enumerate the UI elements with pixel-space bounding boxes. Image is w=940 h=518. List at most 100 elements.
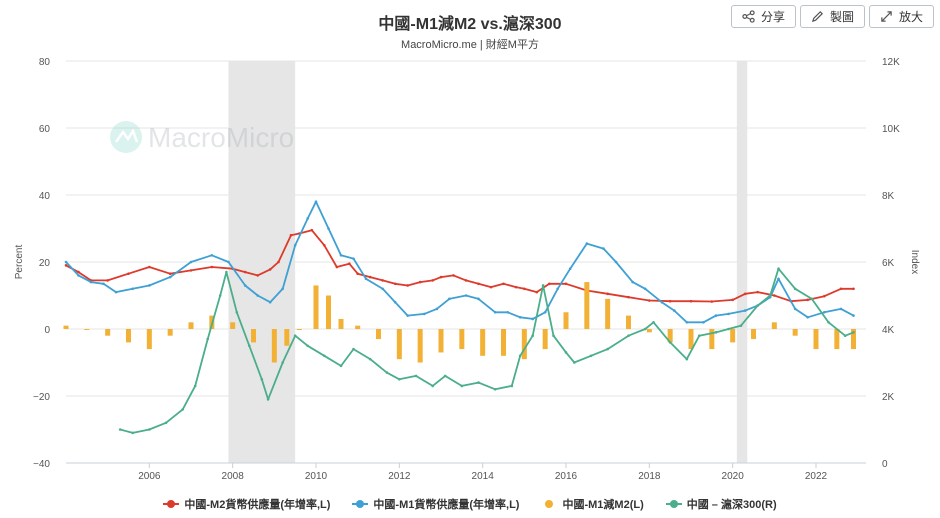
bar-mark <box>605 298 611 329</box>
data-point <box>323 354 326 358</box>
data-point <box>731 298 734 302</box>
data-point <box>493 310 497 314</box>
data-point <box>248 344 251 348</box>
data-point <box>77 274 80 277</box>
watermark-logo-mark <box>115 128 139 143</box>
bar-mark <box>730 329 736 343</box>
data-point <box>289 233 293 237</box>
zoom-button[interactable]: 放大 <box>868 5 934 28</box>
data-point <box>685 321 689 324</box>
data-point <box>314 200 318 203</box>
data-point <box>518 315 522 319</box>
x-tick-label: 2008 <box>222 471 245 482</box>
right-tick-label: 0 <box>882 459 888 470</box>
data-point <box>518 354 522 358</box>
data-point <box>168 275 172 279</box>
bar-mark <box>459 329 465 350</box>
share-button[interactable]: 分享 <box>730 5 796 28</box>
data-point <box>268 300 272 304</box>
data-point <box>541 284 545 287</box>
legend-item[interactable]: 中國-M2貨幣供應量(年增率,L) <box>163 496 330 512</box>
data-point <box>548 282 551 286</box>
bar-mark <box>688 329 694 350</box>
data-point <box>256 274 259 277</box>
left-tick-label: −20 <box>33 392 50 403</box>
data-point <box>431 384 434 388</box>
bar-mark <box>584 282 590 329</box>
legend-item[interactable]: 中國 – 滬深300(R) <box>665 496 777 512</box>
data-point <box>266 398 270 401</box>
data-point <box>852 287 855 291</box>
left-tick-label: 40 <box>39 191 51 202</box>
data-point <box>568 267 572 271</box>
bar-mark <box>521 329 527 360</box>
data-point <box>398 377 401 381</box>
data-point <box>614 260 618 264</box>
y-axis-title-right: Index <box>909 250 920 274</box>
data-point <box>698 334 701 338</box>
data-point <box>164 421 168 425</box>
x-tick-label: 2022 <box>805 471 828 482</box>
bar-mark <box>438 329 444 353</box>
data-point <box>743 292 747 296</box>
data-point <box>381 279 384 282</box>
data-point <box>193 384 197 388</box>
data-point <box>385 371 389 374</box>
data-point <box>839 287 843 291</box>
right-tick-label: 4K <box>882 325 895 336</box>
data-point <box>452 274 455 277</box>
data-point <box>564 282 568 286</box>
legend-dot <box>669 500 678 508</box>
left-tick-label: 60 <box>39 124 51 135</box>
data-point <box>327 227 330 230</box>
x-tick-label: 2020 <box>722 471 745 482</box>
chart-legend: 中國-M2貨幣供應量(年增率,L) 中國-M1貨幣供應量(年增率,L) 中國-M1減… <box>0 496 940 512</box>
data-point <box>127 272 130 276</box>
data-point <box>606 292 609 296</box>
zoom-label: 放大 <box>898 10 923 24</box>
x-tick-label: 2006 <box>138 471 161 482</box>
data-point <box>293 243 297 247</box>
x-tick-label: 2014 <box>472 471 495 482</box>
data-point <box>702 321 705 324</box>
data-point <box>668 341 672 344</box>
bar-mark <box>271 329 277 363</box>
legend-label: 中國-M2貨幣供應量(年增率,L) <box>184 499 331 511</box>
data-point <box>281 361 284 364</box>
bar-mark <box>792 329 798 336</box>
data-point <box>293 334 297 338</box>
data-point <box>243 270 247 274</box>
bar-mark <box>188 322 194 329</box>
bar-mark <box>501 329 506 356</box>
right-tick-label: 8K <box>882 191 895 202</box>
bar-mark <box>646 329 652 333</box>
data-point <box>493 388 497 391</box>
legend-item[interactable]: 中國-M1貨幣供應量(年增率,L) <box>352 496 519 512</box>
data-point <box>406 314 409 317</box>
data-point <box>364 277 368 281</box>
bar-mark <box>709 329 715 350</box>
chart-svg[interactable]: 80 12K 60 10K 40 8K 20 6K 0 4K −20 2K −40 0 MacroMicro… <box>0 0 940 492</box>
data-point <box>793 307 797 311</box>
data-point <box>64 264 68 267</box>
legend-item[interactable]: 中國-M1減M2(L) <box>541 496 644 512</box>
x-tick-label: 2018 <box>638 471 661 482</box>
data-point <box>573 361 576 364</box>
data-point <box>806 315 809 319</box>
watermark-logo-icon <box>110 121 142 153</box>
bar-mark <box>834 329 840 350</box>
bar-mark <box>313 285 319 329</box>
data-point <box>523 287 526 291</box>
data-point <box>225 270 228 274</box>
legend-symbol <box>163 499 180 509</box>
data-point <box>64 260 68 264</box>
watermark-text: MacroMicro <box>148 122 294 153</box>
legend-label: 中國-M1減M2(L) <box>562 499 644 511</box>
data-point <box>323 243 326 247</box>
data-point <box>393 300 397 304</box>
draw-button[interactable]: 製圖 <box>799 5 865 28</box>
bar-mark <box>851 329 856 350</box>
data-point <box>210 265 214 269</box>
data-point <box>648 299 651 302</box>
data-point <box>502 282 505 286</box>
